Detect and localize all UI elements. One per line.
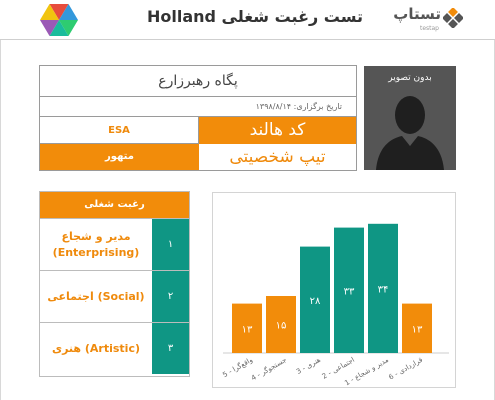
test-date: تاریخ برگزاری: ۱۳۹۸/۸/۱۴ — [40, 97, 356, 117]
x-tick-label: هنری - 3 — [295, 356, 322, 376]
holland-code-value: ESA — [40, 117, 199, 144]
interest-row: هنری (Artistic) ۳ — [40, 322, 189, 374]
personality-type-label: تیپ شخصیتی — [229, 147, 326, 167]
interest-name: اجتماعی (Social) — [47, 289, 145, 303]
chart-bar — [402, 303, 432, 353]
career-interest-header: رغبت شغلی — [40, 192, 189, 218]
report-title: تست رغبت شغلی Holland — [146, 7, 364, 26]
chart-bar — [266, 296, 296, 353]
interest-text: هنری (Artistic) — [40, 323, 152, 374]
interest-row: مدیر و شجاع (Enterprising) ۱ — [40, 218, 189, 270]
interest-rank: ۳ — [152, 323, 189, 374]
interest-row: اجتماعی (Social) ۲ — [40, 270, 189, 322]
x-tick-label: جستجوگر - 4 — [249, 355, 288, 383]
bar-value-label: ۱۳ — [242, 324, 253, 335]
bar-value-label: ۳۴ — [378, 284, 389, 295]
candidate-name: پگاه رهبرزارع — [40, 66, 356, 97]
personality-type-value: متهور — [40, 144, 199, 170]
report-header: تست رغبت شغلی Holland تستاپ testap — [0, 0, 495, 40]
avatar-placeholder-icon — [376, 96, 444, 170]
career-interest-table: رغبت شغلی مدیر و شجاع (Enterprising) ۱ ا… — [39, 191, 190, 377]
bar-value-label: ۲۸ — [310, 296, 321, 307]
bar-value-label: ۱۵ — [276, 321, 287, 332]
bar-value-label: ۳۳ — [344, 286, 355, 297]
interest-name: مدیر و شجاع — [61, 229, 131, 243]
holland-score-chart: ۱۳ واقع‌گرا - 5 ۱۵ جستجوگر - 4 ۲۸ هنری - 3 ۳۳ ا… — [212, 192, 456, 388]
interest-rank: ۱ — [152, 219, 189, 270]
interest-text: اجتماعی (Social) — [40, 271, 152, 322]
chart-bar — [300, 246, 330, 353]
holland-code-label: کد هالند — [199, 117, 356, 144]
chart-bar — [334, 227, 364, 353]
diamond-logo-icon — [443, 8, 463, 28]
interest-text: مدیر و شجاع (Enterprising) — [40, 219, 152, 270]
interest-name-en: (Enterprising) — [52, 245, 140, 259]
brand-logo: تستاپ testap — [393, 5, 463, 35]
profile-info-table: پگاه رهبرزارع تاریخ برگزاری: ۱۳۹۸/۸/۱۴ E… — [39, 65, 357, 171]
interest-name: هنری (Artistic) — [52, 341, 140, 355]
brand-name: تستاپ — [393, 5, 441, 23]
chart-bar — [232, 303, 262, 353]
photo-label: بدون تصویر — [388, 73, 432, 83]
profile-photo: بدون تصویر — [364, 66, 456, 170]
hexagon-logo-icon — [40, 4, 78, 36]
frame-left — [0, 40, 1, 400]
chart-bar — [368, 223, 398, 353]
brand-subtitle: testap — [419, 25, 439, 32]
interest-rank: ۲ — [152, 271, 189, 322]
bar-value-label: ۱۳ — [412, 324, 423, 335]
x-tick-label: قراردادی - 6 — [387, 356, 424, 382]
